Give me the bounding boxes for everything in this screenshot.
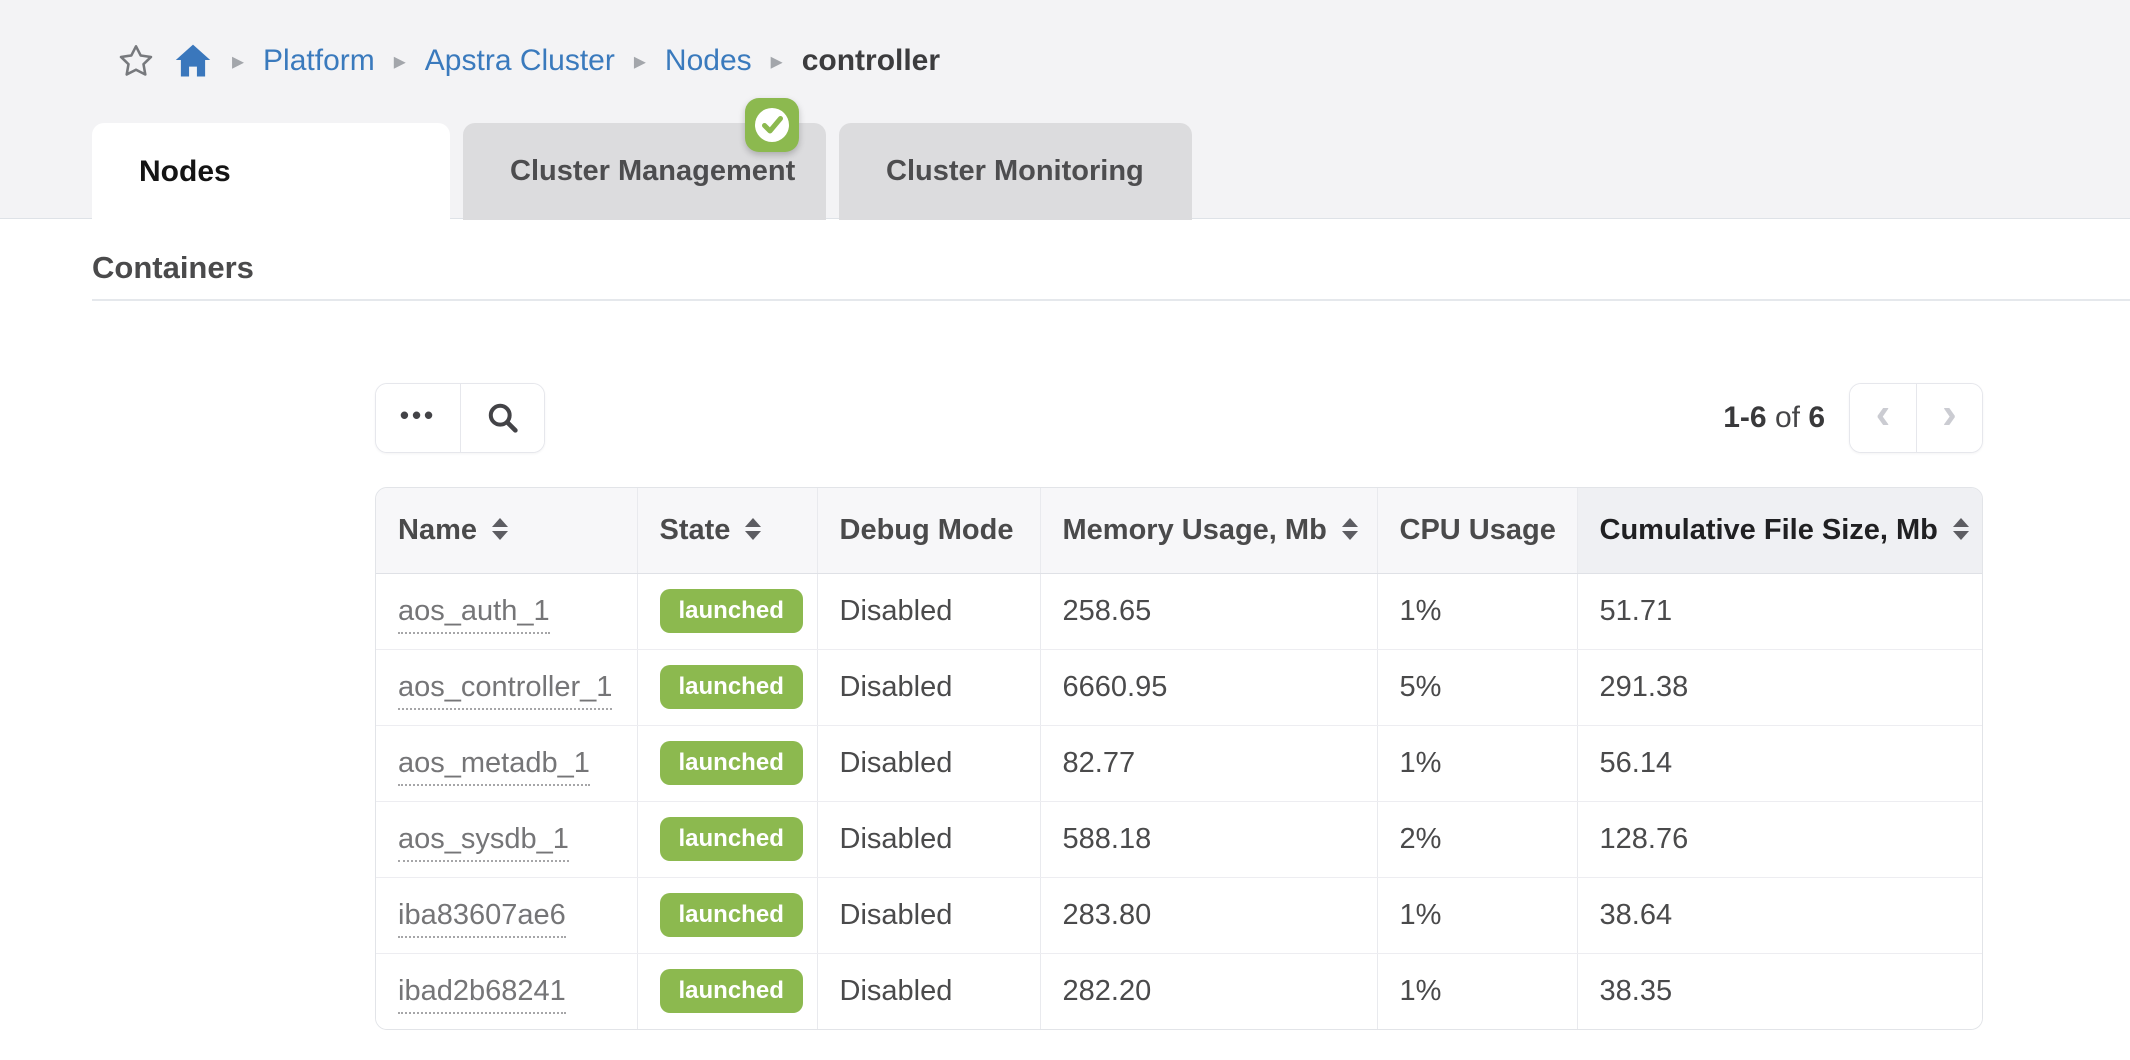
- column-header-state[interactable]: State: [637, 488, 818, 574]
- container-name-link[interactable]: aos_auth_1: [398, 594, 550, 634]
- more-actions-button[interactable]: •••: [376, 384, 460, 452]
- memory-usage-cell: 6660.95: [1040, 649, 1378, 726]
- page-title: Containers: [92, 250, 254, 285]
- tab-label: Nodes: [139, 155, 231, 189]
- cumulative-file-size-cell: 51.71: [1577, 573, 1982, 650]
- memory-usage-cell: 282.20: [1040, 953, 1378, 1029]
- cpu-usage-cell: 2%: [1377, 801, 1578, 878]
- topbar: ▸ Platform ▸ Apstra Cluster ▸ Nodes ▸ co…: [0, 0, 2130, 221]
- breadcrumb-separator-icon: ▸: [393, 48, 406, 75]
- tab-cluster-monitoring[interactable]: Cluster Monitoring: [839, 123, 1192, 220]
- tab-cluster-management[interactable]: Cluster Management: [463, 98, 826, 220]
- column-header-cumulative-file-size[interactable]: Cumulative File Size, Mb: [1577, 488, 1982, 574]
- table-toolbar: ••• 1-6 of 6 ‹ ›: [375, 383, 1983, 453]
- state-badge: launched: [659, 969, 803, 1014]
- cpu-usage-cell: 1%: [1377, 573, 1578, 650]
- state-badge: launched: [659, 817, 803, 861]
- table-row: aos_controller_1 launched Disabled 6660.…: [376, 649, 1982, 726]
- breadcrumb-link-nodes[interactable]: Nodes: [664, 44, 752, 77]
- debug-mode-cell: Disabled: [817, 725, 1041, 802]
- breadcrumb-separator-icon: ▸: [770, 48, 783, 75]
- chevron-left-icon: ‹: [1875, 389, 1891, 438]
- cpu-usage-cell: 1%: [1377, 725, 1578, 802]
- search-button[interactable]: [460, 384, 544, 452]
- table-row: aos_sysdb_1 launched Disabled 588.18 2% …: [376, 801, 1982, 878]
- column-header-cpu-usage: CPU Usage: [1377, 488, 1578, 574]
- table-row: aos_metadb_1 launched Disabled 82.77 1% …: [376, 725, 1982, 802]
- previous-page-button[interactable]: ‹: [1850, 384, 1916, 452]
- breadcrumb-link-platform[interactable]: Platform: [263, 44, 375, 77]
- column-header-name[interactable]: Name: [376, 488, 638, 574]
- container-name-link[interactable]: aos_controller_1: [398, 670, 613, 710]
- breadcrumb-link-apstra-cluster[interactable]: Apstra Cluster: [424, 44, 615, 77]
- container-name-link[interactable]: ibad2b68241: [398, 974, 566, 1014]
- debug-mode-cell: Disabled: [817, 953, 1041, 1029]
- table-actions-group: •••: [375, 383, 545, 453]
- tab-label: Cluster Management: [510, 154, 796, 187]
- debug-mode-cell: Disabled: [817, 877, 1041, 954]
- cumulative-file-size-cell: 38.64: [1577, 877, 1982, 954]
- container-name-link[interactable]: aos_sysdb_1: [398, 822, 569, 862]
- state-badge: launched: [659, 589, 803, 633]
- tab-nodes[interactable]: Nodes: [92, 123, 450, 221]
- cumulative-file-size-cell: 128.76: [1577, 801, 1982, 878]
- cumulative-file-size-cell: 56.14: [1577, 725, 1982, 802]
- sort-icon: [1952, 518, 1969, 541]
- column-header-debug-mode: Debug Mode: [817, 488, 1041, 574]
- favorite-star-icon[interactable]: [118, 43, 154, 79]
- chevron-right-icon: ›: [1942, 389, 1957, 438]
- state-badge: launched: [659, 893, 803, 937]
- breadcrumb-separator-icon: ▸: [232, 48, 245, 75]
- table-header-row: Name State Debug Mode Memory Usage, Mb C…: [376, 488, 1982, 574]
- sort-icon: [745, 518, 762, 541]
- memory-usage-cell: 258.65: [1040, 573, 1378, 650]
- state-badge: launched: [659, 665, 803, 709]
- home-icon[interactable]: [173, 43, 213, 79]
- container-name-link[interactable]: aos_metadb_1: [398, 746, 590, 786]
- debug-mode-cell: Disabled: [817, 649, 1041, 726]
- breadcrumb-current: controller: [801, 44, 941, 77]
- cpu-usage-cell: 1%: [1377, 877, 1578, 954]
- cumulative-file-size-cell: 291.38: [1577, 649, 1982, 726]
- table-row: aos_auth_1 launched Disabled 258.65 1% 5…: [376, 573, 1982, 650]
- search-icon: [488, 403, 518, 433]
- table-row: iba83607ae6 launched Disabled 283.80 1% …: [376, 877, 1982, 954]
- debug-mode-cell: Disabled: [817, 573, 1041, 650]
- sort-icon: [1341, 518, 1358, 541]
- tab-label: Cluster Monitoring: [886, 154, 1144, 187]
- container-name-link[interactable]: iba83607ae6: [398, 898, 566, 938]
- containers-table: Name State Debug Mode Memory Usage, Mb C…: [375, 487, 1983, 1030]
- column-header-memory-usage[interactable]: Memory Usage, Mb: [1040, 488, 1378, 574]
- breadcrumb-separator-icon: ▸: [633, 48, 646, 75]
- memory-usage-cell: 283.80: [1040, 877, 1378, 954]
- sort-icon: [492, 518, 508, 541]
- table-row: ibad2b68241 launched Disabled 282.20 1% …: [376, 953, 1982, 1029]
- cluster-health-check-badge: [745, 98, 799, 152]
- debug-mode-cell: Disabled: [817, 801, 1041, 878]
- tab-bar: Nodes Cluster Management Cluster Monitor…: [92, 98, 1192, 221]
- cpu-usage-cell: 1%: [1377, 953, 1578, 1029]
- cumulative-file-size-cell: 38.35: [1577, 953, 1982, 1029]
- pagination-range: 1-6 of 6: [1723, 401, 1825, 434]
- memory-usage-cell: 588.18: [1040, 801, 1378, 878]
- next-page-button[interactable]: ›: [1916, 384, 1982, 452]
- state-badge: launched: [659, 741, 803, 785]
- pagination: 1-6 of 6 ‹ ›: [1723, 383, 1983, 453]
- memory-usage-cell: 82.77: [1040, 725, 1378, 802]
- cpu-usage-cell: 5%: [1377, 649, 1578, 726]
- pagination-buttons: ‹ ›: [1849, 383, 1983, 453]
- breadcrumb: ▸ Platform ▸ Apstra Cluster ▸ Nodes ▸ co…: [118, 36, 940, 86]
- section-divider: [92, 299, 2130, 301]
